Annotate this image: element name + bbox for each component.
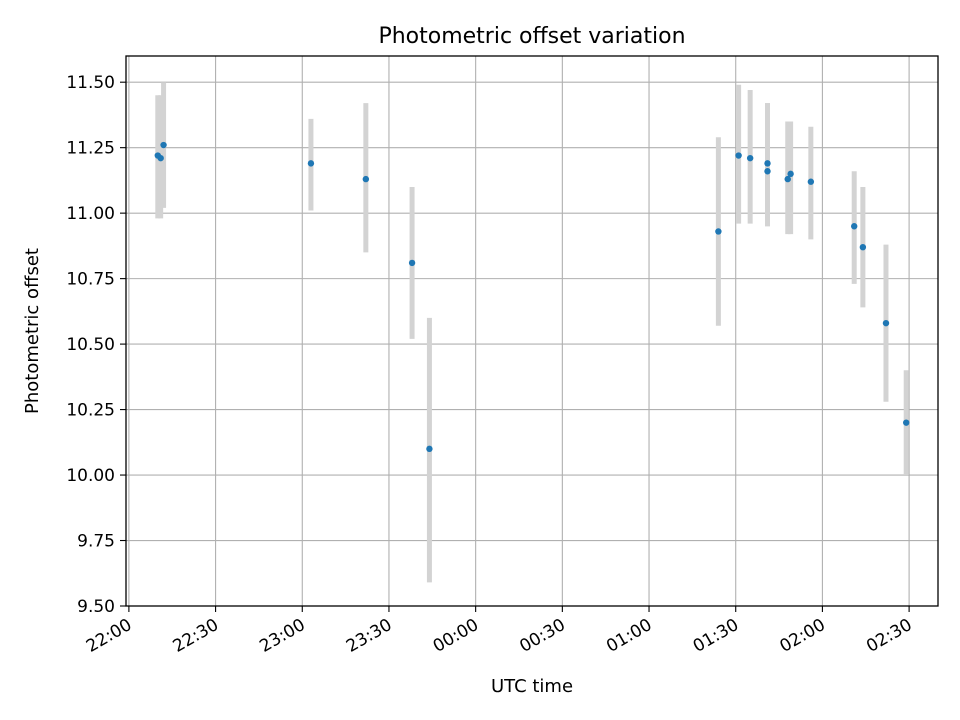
x-axis-label: UTC time — [491, 676, 573, 697]
y-axis: 9.50 9.75 10.00 10.25 10.50 10.75 11.00 11.25 11… — [66, 73, 126, 617]
x-tick-label: 22:00 — [83, 615, 135, 657]
data-point — [787, 170, 794, 178]
data-point — [307, 160, 315, 167]
x-tick-label: 00:00 — [430, 615, 482, 657]
x-tick-label: 01:30 — [690, 615, 742, 657]
x-axis: 22:00 22:30 23:00 23:30 00:00 00:30 01:00 01:30… — [83, 606, 916, 657]
y-tick-label: 10.75 — [66, 270, 115, 290]
error-bars — [155, 82, 909, 583]
data-point — [859, 243, 867, 251]
data-point — [746, 154, 754, 162]
y-tick-label: 10.00 — [66, 466, 115, 486]
x-tick-label: 00:30 — [516, 615, 568, 657]
chart-title: Photometric offset variation — [378, 24, 685, 49]
y-tick-label: 11.25 — [66, 139, 115, 159]
y-tick-label: 11.50 — [66, 73, 115, 93]
x-tick-label: 02:00 — [776, 615, 828, 657]
y-tick-label: 9.50 — [77, 597, 115, 617]
data-point — [362, 175, 370, 183]
data-point — [850, 223, 858, 230]
data-point — [784, 175, 791, 183]
data-point — [807, 178, 815, 185]
x-tick-label: 22:30 — [170, 615, 222, 657]
data-points — [154, 141, 910, 453]
data-point — [715, 228, 722, 235]
data-point — [408, 259, 416, 267]
x-tick-label: 02:30 — [863, 615, 915, 657]
grid-lines — [126, 56, 938, 607]
data-point — [882, 319, 890, 327]
data-point — [157, 154, 164, 162]
y-tick-label: 10.25 — [66, 401, 115, 421]
x-tick-label: 01:00 — [603, 615, 655, 657]
data-point — [903, 419, 910, 426]
data-point — [764, 168, 771, 175]
x-tick-label: 23:00 — [256, 615, 308, 657]
y-axis-label: Photometric offset — [22, 248, 43, 414]
y-tick-label: 9.75 — [77, 532, 115, 552]
plot-frame — [125, 55, 939, 607]
data-point — [160, 141, 167, 149]
data-point — [764, 160, 771, 167]
y-tick-label: 10.50 — [66, 335, 115, 355]
data-point — [426, 445, 433, 453]
y-tick-label: 11.00 — [66, 204, 115, 224]
data-point — [735, 152, 742, 159]
x-tick-label: 23:30 — [343, 615, 395, 657]
